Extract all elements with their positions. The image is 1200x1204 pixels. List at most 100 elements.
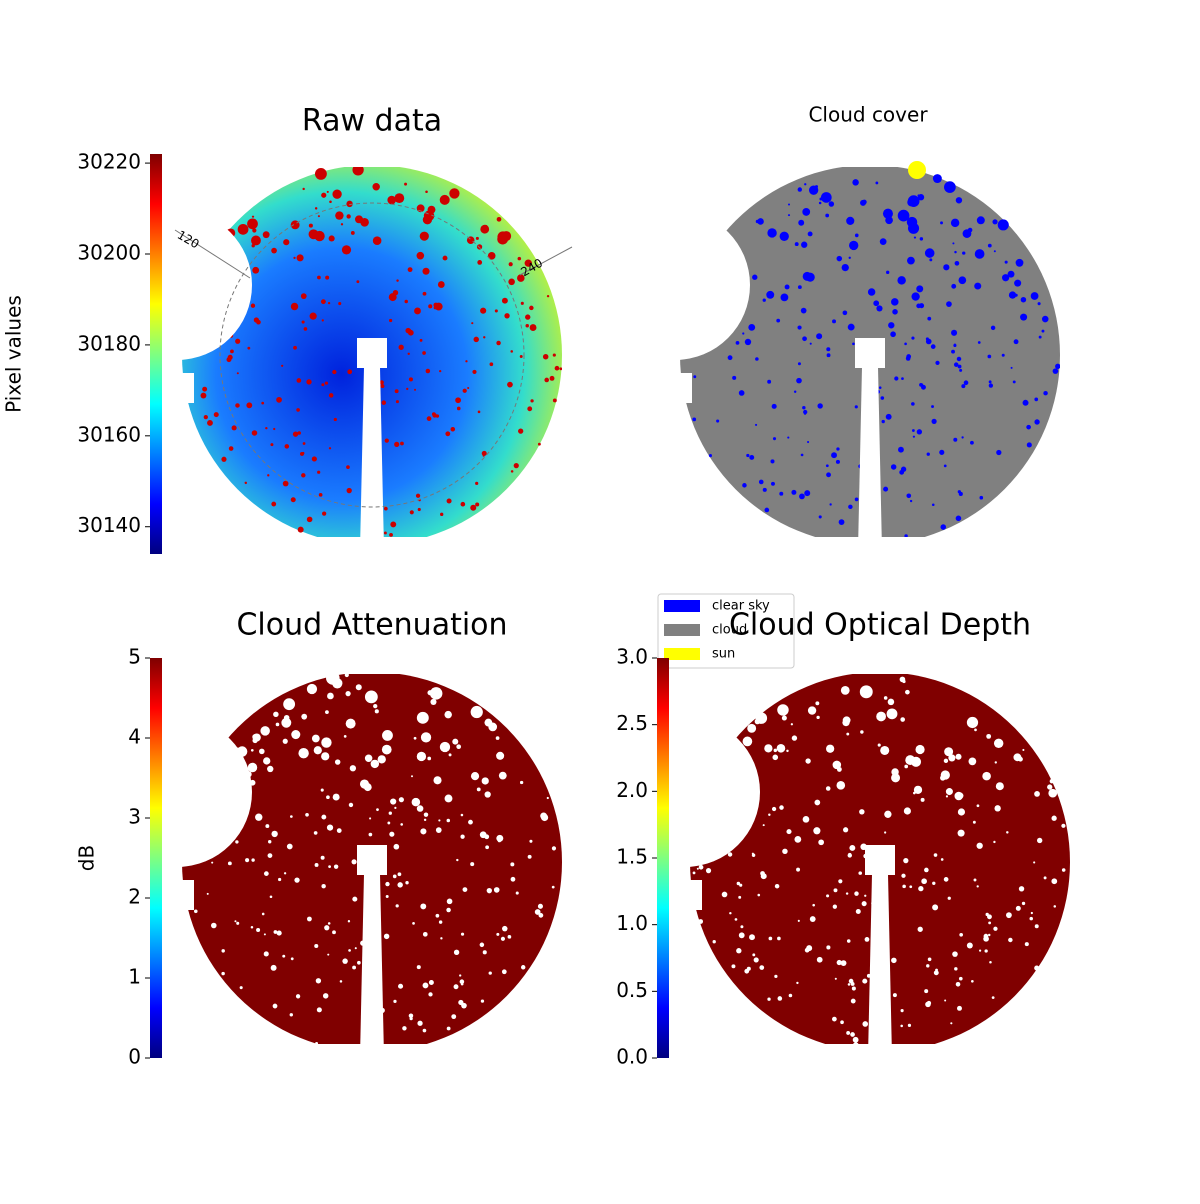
spot <box>976 804 980 808</box>
spot <box>791 489 797 495</box>
spot <box>387 195 397 205</box>
spot <box>1053 905 1057 908</box>
spot <box>962 251 966 255</box>
spot <box>267 474 270 477</box>
spot <box>804 490 811 497</box>
spot <box>850 982 855 986</box>
spot <box>862 1021 869 1027</box>
spot <box>909 885 913 889</box>
spot <box>762 298 766 302</box>
spot <box>405 881 409 885</box>
spot <box>351 859 357 865</box>
spot <box>846 216 855 225</box>
spot <box>852 179 859 186</box>
spot <box>876 305 883 312</box>
spot <box>828 201 835 207</box>
spot <box>931 418 937 424</box>
spot <box>961 436 964 439</box>
spot <box>744 338 752 346</box>
spot <box>901 377 904 380</box>
spot <box>1061 823 1066 828</box>
spot <box>807 440 810 444</box>
spot <box>952 242 955 245</box>
spot <box>907 1023 912 1027</box>
spot <box>494 309 498 313</box>
spot <box>301 473 306 478</box>
spot <box>788 993 793 998</box>
spot <box>289 815 293 818</box>
panel-title: Cloud Attenuation <box>236 608 507 643</box>
spot <box>988 921 992 925</box>
spot <box>295 994 301 999</box>
spot <box>886 270 890 275</box>
spot <box>929 258 933 262</box>
spot <box>451 1014 457 1020</box>
spot <box>843 827 849 833</box>
colorbar <box>150 658 162 1058</box>
spot <box>1015 905 1021 911</box>
spot <box>917 194 920 197</box>
spot <box>925 338 932 345</box>
spot <box>397 882 403 888</box>
spot <box>544 377 550 383</box>
spot <box>261 401 265 405</box>
spot <box>848 504 853 510</box>
spot <box>886 708 898 720</box>
spot <box>263 757 271 765</box>
spot <box>797 362 801 366</box>
spot <box>920 797 925 802</box>
spot <box>444 794 453 803</box>
spot <box>228 446 234 451</box>
spot <box>692 417 697 422</box>
spot <box>321 319 324 322</box>
spot <box>534 909 541 915</box>
spot <box>957 364 962 369</box>
spot <box>317 215 320 218</box>
spot <box>446 1026 451 1031</box>
spot <box>1018 886 1025 892</box>
spot <box>296 254 304 262</box>
spot <box>826 353 831 358</box>
spot <box>510 876 516 882</box>
spot <box>237 223 249 235</box>
spot <box>777 996 783 1001</box>
spot <box>994 761 997 764</box>
sun <box>908 161 926 179</box>
spot <box>958 276 967 285</box>
spot <box>321 383 325 387</box>
spot <box>904 764 909 769</box>
spot <box>193 909 198 914</box>
spot <box>1007 270 1015 278</box>
spot <box>841 263 849 272</box>
spot <box>336 828 342 833</box>
spot <box>290 957 294 961</box>
spot <box>314 862 319 867</box>
spot <box>263 933 266 936</box>
spot <box>384 438 389 443</box>
spot <box>428 992 433 997</box>
spot <box>967 227 973 233</box>
spot <box>422 351 426 355</box>
spot <box>400 441 404 446</box>
spot <box>472 369 477 374</box>
spot <box>693 375 697 379</box>
spot <box>416 965 421 970</box>
spot <box>907 256 915 265</box>
spot <box>352 896 358 902</box>
spot <box>951 329 958 336</box>
spot <box>809 916 816 922</box>
spot <box>335 211 344 220</box>
spot <box>452 738 459 745</box>
spot <box>890 331 896 338</box>
spot <box>411 775 414 778</box>
spot <box>529 324 537 331</box>
spot <box>825 786 831 791</box>
panel: Raw data1202403014030160301803020030220P… <box>2 104 573 554</box>
spot <box>894 376 899 381</box>
spot <box>414 388 417 391</box>
spot <box>281 364 284 367</box>
spot <box>419 338 423 342</box>
spot <box>446 898 453 905</box>
spot <box>917 926 923 932</box>
spot <box>885 216 893 225</box>
